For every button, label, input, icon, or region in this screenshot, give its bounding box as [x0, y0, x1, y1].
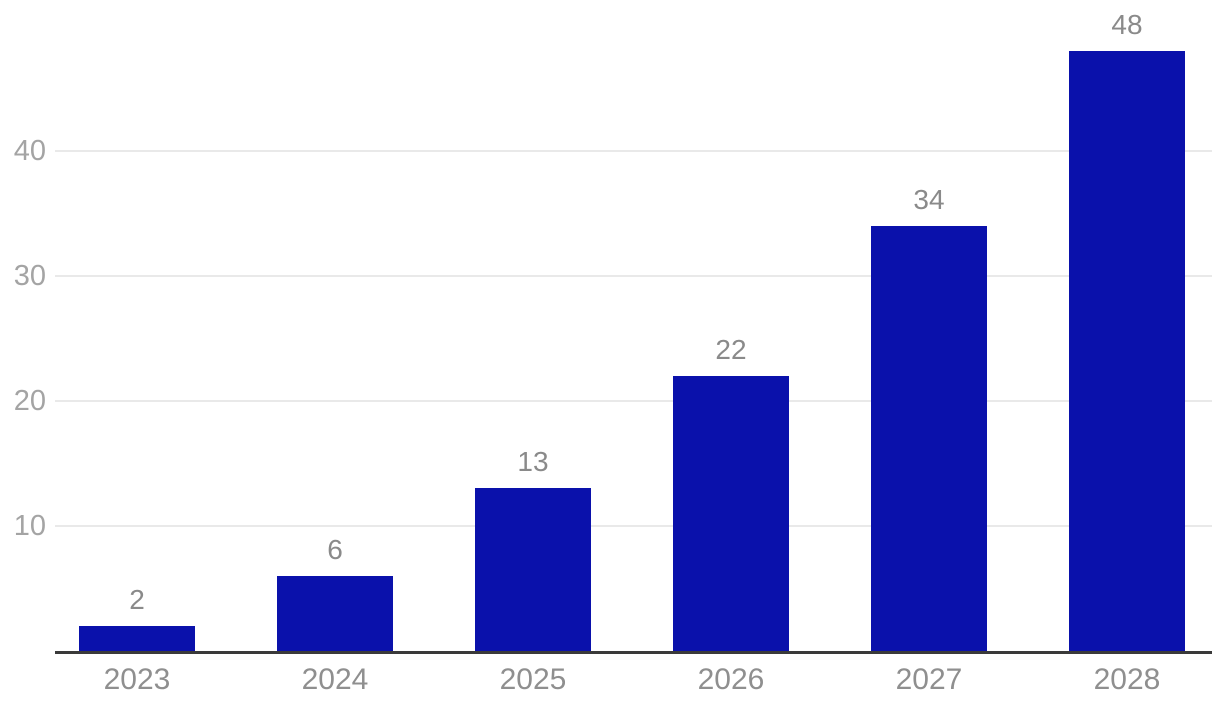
x-axis-line [55, 651, 1212, 654]
bar [79, 626, 195, 651]
bar-value-label: 34 [913, 184, 945, 215]
gridline [55, 525, 1212, 527]
bar [277, 576, 393, 651]
bar [871, 226, 987, 651]
bar-value-label: 6 [327, 534, 343, 565]
x-tick-label: 2028 [1093, 663, 1161, 696]
bar [475, 488, 591, 651]
y-tick-label: 40 [13, 135, 46, 167]
y-tick-label: 10 [13, 510, 46, 542]
gridline [55, 150, 1212, 152]
bar [1069, 51, 1185, 651]
x-tick-label: 2024 [301, 663, 369, 696]
x-tick-label: 2023 [103, 663, 171, 696]
y-tick-label: 20 [13, 385, 46, 417]
x-tick-label: 2025 [499, 663, 567, 696]
gridline [55, 275, 1212, 277]
bar-value-label: 48 [1111, 9, 1143, 40]
bar-value-label: 2 [129, 584, 145, 615]
y-tick-label: 30 [13, 260, 46, 292]
bar-value-label: 22 [715, 334, 747, 365]
gridline [55, 400, 1212, 402]
x-tick-label: 2027 [895, 663, 963, 696]
x-tick-label: 2026 [697, 663, 765, 696]
bar-value-label: 13 [517, 446, 549, 477]
bar [673, 376, 789, 651]
